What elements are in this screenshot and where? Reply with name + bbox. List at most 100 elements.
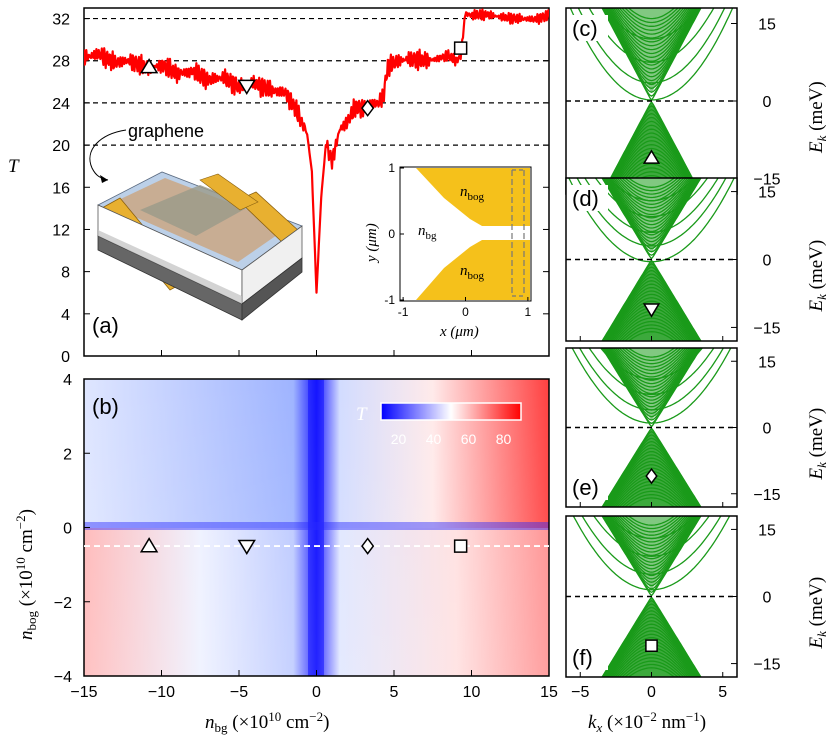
panel-b-ytick-label: −2 [54,595,72,612]
band-ytick-label: 15 [758,185,776,202]
band-line [601,516,702,594]
panel-a-ytick-label: 4 [61,307,70,324]
band-lines [566,516,737,677]
bands-xlabel: kx (×10−2 nm−1) [588,709,706,735]
heatmap-center-stripe [308,379,324,676]
panel-b-label: (b) [92,394,119,419]
band-filled [566,427,737,507]
band-line [601,178,702,260]
inset-ytick-label: 0 [388,227,395,241]
band-ylabel: Ek (meV) [806,240,829,313]
band-panel-c: 15 0 −15 (c) Ek (meV) [565,7,829,195]
graphene-arrow-head [100,175,108,183]
band-subband [569,8,734,101]
panel-b-xtick-label: 10 [463,684,481,701]
panel-b-xtick-label: 15 [540,684,558,701]
band-panel-label: (d) [572,186,599,211]
colorbar-tick-label: 20 [391,431,407,447]
panel-a: 0 4 8 12 16 20 24 28 32 T (a) graphene [8,7,550,366]
inset-bottom-gate [416,240,530,300]
transmission-curve [84,8,549,294]
band-ytick-label: 15 [758,522,776,539]
panel-b-ytick-label: 4 [63,372,72,389]
panel-a-ytick-label: 20 [52,138,70,155]
panel-b-xtick-label: 5 [390,684,399,701]
inset-top-gate [416,168,530,226]
band-filled [566,101,737,194]
marker-triangle-down [237,79,256,95]
panel-b-ytick-label: 0 [63,521,72,538]
marker-triangle-down [642,303,661,318]
heatmap-horizontal-stripe [84,522,549,530]
panel-a-label: (a) [92,313,119,338]
inset-xtick-label: 1 [525,305,532,319]
colorbar-tick-label: 40 [426,431,442,447]
band-filled [566,596,737,677]
band-filled-upper [566,8,737,94]
marker-square [453,41,468,55]
band-xtick-label: 0 [647,684,656,701]
panel-a-ytick-label: 16 [52,180,70,197]
colorbar: T 20 40 60 80 [356,402,522,447]
band-ytick-label: 15 [758,354,776,371]
band-ylabel: Ek (meV) [806,408,829,481]
inset-xlabel: x (μm) [439,324,479,340]
marker-diamond [645,467,658,485]
band-panel-f: 15 0 −15 (f) Ek (meV) [565,515,829,678]
band-ytick-label: 0 [763,421,772,438]
band-ylabel: Ek (meV) [806,577,829,650]
marker-triangle-down [237,539,256,556]
panel-b-xtick-label: −15 [70,684,97,701]
panel-b-ytick-label: 2 [63,446,72,463]
inset-label-top: nbog [460,184,485,203]
colorbar-bar [380,402,522,421]
band-panel-d: 15 0 −15 (d) Ek (meV) [565,177,829,342]
inset-label-middle: nbg [418,223,437,242]
band-panel-label: (e) [572,475,599,500]
band-filled-upper [566,348,737,421]
band-line [601,516,702,597]
inset-xtick-label: -1 [398,305,409,319]
band-filled-upper [566,516,737,590]
panel-a-ylabel: T [8,156,20,177]
band-filled-upper [566,178,737,253]
band-subband [571,348,732,424]
band-ytick-label: 0 [763,253,772,270]
band-panel-label: (c) [572,16,598,41]
panel-b-ytick-label: −4 [54,669,72,686]
band-ytick-label: 15 [758,17,776,34]
band-panel-e: 15 0 −15 (e) Ek (meV) [565,347,829,508]
panel-b-xtick-label: −5 [230,684,248,701]
panel-a-ytick-label: 0 [61,349,70,366]
band-ylabel: Ek (meV) [806,81,829,154]
band-ytick-label: 0 [763,590,772,607]
marker-diamond [361,99,375,117]
marker-diamond [361,537,375,555]
device-illustration [97,171,303,321]
band-ytick-label: 0 [763,94,772,111]
band-ytick-label: −15 [753,657,780,674]
marker-triangle-up [642,149,661,164]
marker-square [645,639,658,653]
panel-b-xtick-label: 0 [312,684,321,701]
colorbar-tick-label: 60 [461,431,477,447]
inset-label-bottom: nbog [460,263,485,282]
marker-triangle-up [139,537,159,553]
band-ytick-label: −15 [753,172,780,189]
marker-triangle-up [139,58,159,74]
panel-b-xlabel: nbg (×1010 cm−2) [205,709,329,735]
band-ytick-label: −15 [753,320,780,337]
band-xtick-label: −5 [571,684,589,701]
inset-xtick-label: 0 [462,305,469,319]
panel-a-ytick-label: 12 [52,222,70,239]
panel-b: −15 −10 −5 0 5 10 15 −4 −2 0 2 4 (b) T 20 40 60 80 nbo… [13,372,558,735]
band-xtick-label: 5 [718,684,727,701]
inset-ytick-label: 1 [388,161,395,175]
panel-a-ytick-label: 24 [52,96,70,113]
panel-a-ytick-label: 28 [52,54,70,71]
band-line [601,178,702,256]
band-ytick-label: −15 [753,487,780,504]
panel-a-ytick-label: 8 [61,265,70,282]
inset-ytick-label: -1 [384,293,395,307]
